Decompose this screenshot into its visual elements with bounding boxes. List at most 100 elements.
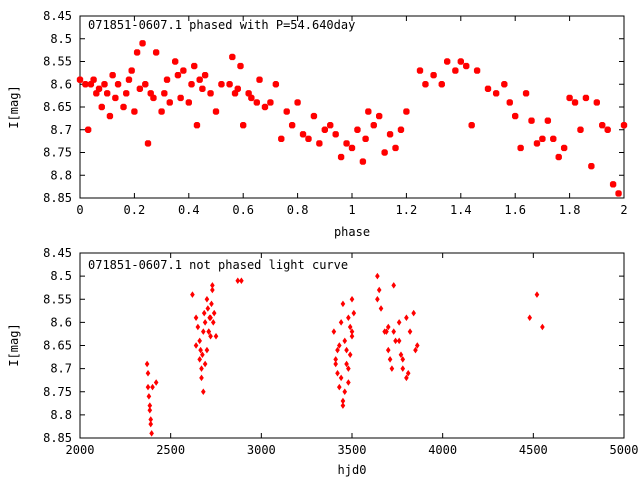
unphased-data-point [344,360,349,368]
phased-data-point [620,121,628,129]
phased-data-point [359,158,367,165]
phased-x-tick-label: 1 [348,203,355,217]
unphased-data-point [146,393,152,400]
unphased-data-point [211,309,217,317]
unphased-data-point [202,319,208,326]
unphased-data-point [331,328,337,335]
phased-data-point [201,71,209,79]
unphased-data-point [534,291,540,298]
unphased-data-point [205,305,211,312]
phased-data-point [403,108,410,115]
phased-data-point [533,140,541,147]
unphased-data-point [235,277,241,285]
phased-y-tick-label: 8.7 [50,123,72,137]
unphased-data-point [376,286,382,294]
phased-data-point [163,76,171,83]
unphased-data-point [346,379,351,386]
phased-data-point [321,126,329,133]
unphased-data-point [195,323,201,331]
phased-data-point [193,121,201,129]
phased-data-point [261,103,269,111]
unphased-data-point [400,356,406,363]
phased-data-point [392,144,399,152]
phased-data-point [528,117,535,124]
unphased-data-point [200,351,205,359]
unphased-data-point [347,323,353,331]
unphased-data-point [210,282,215,289]
phased-data-point [152,49,160,56]
unphased-data-point [210,319,216,326]
phased-data-point [598,121,606,129]
phased-data-point [142,81,149,88]
phased-data-point [511,112,519,120]
unphased-data-point [398,351,404,359]
unphased-y-tick-label: 8.75 [43,385,72,399]
unphased-data-point [407,328,413,335]
unphased-data-point [378,305,384,312]
unphased-data-point [391,328,397,335]
phased-x-tick-label: 0.4 [178,203,200,217]
unphased-data-point [148,420,154,428]
unphased-data-point [206,328,212,335]
phased-data-point [604,126,611,133]
phased-data-point [101,81,108,88]
unphased-data-point [336,342,342,349]
phased-data-point [212,108,220,115]
phased-data-point [484,85,492,93]
unphased-x-tick-label: 2500 [156,443,185,457]
unphased-data-point [208,332,213,340]
unphased-data-point [375,295,380,303]
unphased-ticks [79,252,625,439]
unphased-data-point [396,337,402,345]
phased-y-tick-label: 8.55 [43,55,72,69]
phased-data-point [185,99,193,106]
unphased-data-point [198,346,203,354]
phased-data-point [397,126,405,133]
phased-data-point [106,112,114,120]
phased-data-point [112,94,119,102]
unphased-data-point [333,360,338,368]
unphased-data-point [540,323,545,331]
phased-data-point [245,90,252,97]
unphased-data-point [193,342,199,349]
phased-data-point [550,135,557,143]
unphased-data-point [335,369,340,377]
phased-data-point [522,90,530,97]
phased-data-point [93,90,100,97]
phased-data-point [381,149,388,156]
unphased-data-point [145,369,151,377]
unphased-data-point [527,314,533,322]
phased-data-point [443,58,451,65]
unphased-data-point [375,272,380,280]
unphased-data-point [400,365,406,372]
unphased-y-tick-label: 8.65 [43,339,72,353]
phased-x-axis-label: phase [334,225,370,239]
phased-data-point [136,85,144,93]
phased-data-point [109,71,116,79]
phased-x-tick-label: 0 [76,203,83,217]
unphased-data-point [336,383,342,391]
phased-data-point [161,90,168,97]
unphased-y-tick-label: 8.85 [43,431,72,445]
unphased-data-point [346,314,351,322]
phased-data-point [588,162,595,170]
phased-data-point [343,140,350,147]
unphased-data-point [338,374,344,382]
phased-data-point [272,81,280,88]
phased-data-point [299,131,307,138]
unphased-y-tick-label: 8.55 [43,292,72,306]
phased-data-point [501,81,508,88]
unphased-x-tick-label: 5000 [610,443,639,457]
phased-data-point [332,131,339,138]
phased-data-point [231,90,239,97]
phased-data-point [196,76,203,83]
unphased-data-point [414,342,420,349]
phased-data-point [544,117,552,124]
phased-data-point [234,85,242,93]
unphased-data-point [335,346,340,354]
phased-ticks [79,15,625,199]
unphased-data-point [204,295,210,303]
phased-data-point [571,99,579,106]
phased-data-point [438,81,446,88]
